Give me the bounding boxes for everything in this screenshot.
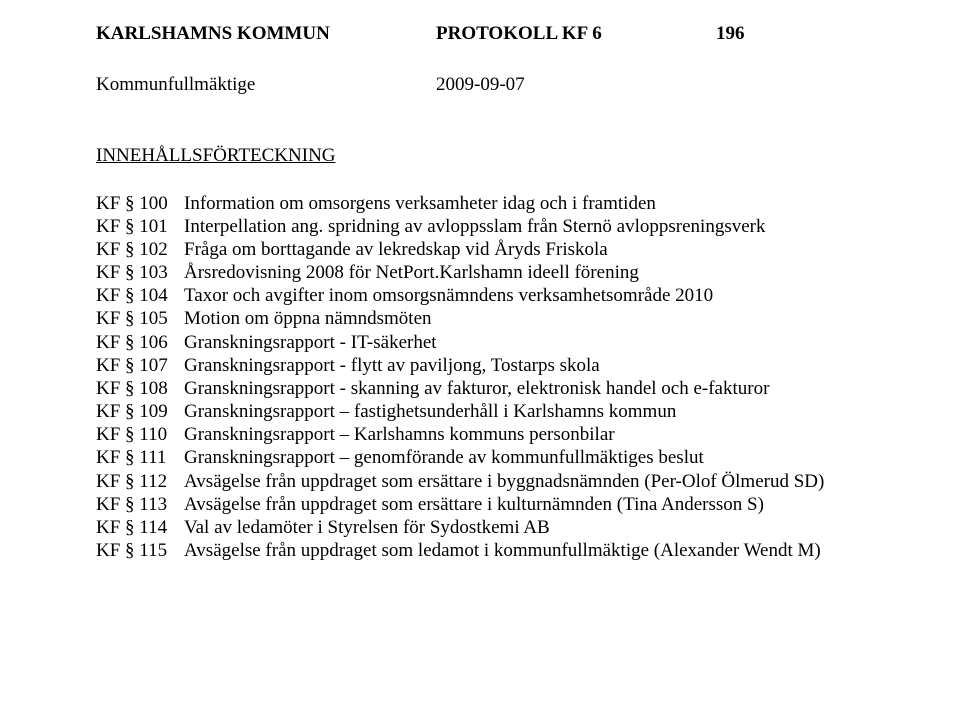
toc-key: KF § 114 bbox=[96, 516, 184, 539]
toc-text: Avsägelse från uppdraget som ersättare i… bbox=[184, 493, 864, 516]
toc-text: Interpellation ang. spridning av avlopps… bbox=[184, 215, 864, 238]
toc-row: KF § 115 Avsägelse från uppdraget som le… bbox=[96, 539, 864, 562]
toc-key: KF § 111 bbox=[96, 446, 184, 469]
toc-row: KF § 110 Granskningsrapport – Karlshamns… bbox=[96, 423, 864, 446]
header-document-id: PROTOKOLL KF 6 bbox=[436, 22, 716, 45]
toc-text: Avsägelse från uppdraget som ledamot i k… bbox=[184, 539, 864, 562]
table-of-contents: KF § 100 Information om omsorgens verksa… bbox=[96, 192, 864, 563]
document-subheader: Kommunfullmäktige 2009-09-07 bbox=[96, 73, 864, 96]
toc-row: KF § 104 Taxor och avgifter inom omsorgs… bbox=[96, 284, 864, 307]
toc-text: Granskningsrapport – fastighetsunderhåll… bbox=[184, 400, 864, 423]
document-header: KARLSHAMNS KOMMUN PROTOKOLL KF 6 196 bbox=[96, 22, 864, 45]
toc-key: KF § 104 bbox=[96, 284, 184, 307]
toc-key: KF § 105 bbox=[96, 307, 184, 330]
toc-key: KF § 102 bbox=[96, 238, 184, 261]
toc-key: KF § 103 bbox=[96, 261, 184, 284]
toc-row: KF § 101 Interpellation ang. spridning a… bbox=[96, 215, 864, 238]
page: KARLSHAMNS KOMMUN PROTOKOLL KF 6 196 Kom… bbox=[0, 0, 960, 562]
header-page-number: 196 bbox=[716, 22, 864, 45]
toc-key: KF § 101 bbox=[96, 215, 184, 238]
header-organization: KARLSHAMNS KOMMUN bbox=[96, 22, 436, 45]
toc-row: KF § 107 Granskningsrapport - flytt av p… bbox=[96, 354, 864, 377]
toc-key: KF § 112 bbox=[96, 470, 184, 493]
subheader-body: Kommunfullmäktige bbox=[96, 73, 436, 96]
toc-text: Avsägelse från uppdraget som ersättare i… bbox=[184, 470, 864, 493]
toc-text: Taxor och avgifter inom omsorgsnämndens … bbox=[184, 284, 864, 307]
toc-row: KF § 109 Granskningsrapport – fastighets… bbox=[96, 400, 864, 423]
toc-text: Årsredovisning 2008 för NetPort.Karlsham… bbox=[184, 261, 864, 284]
toc-key: KF § 109 bbox=[96, 400, 184, 423]
toc-row: KF § 111 Granskningsrapport – genomföran… bbox=[96, 446, 864, 469]
toc-row: KF § 105 Motion om öppna nämndsmöten bbox=[96, 307, 864, 330]
toc-key: KF § 115 bbox=[96, 539, 184, 562]
toc-row: KF § 100 Information om omsorgens verksa… bbox=[96, 192, 864, 215]
toc-key: KF § 110 bbox=[96, 423, 184, 446]
toc-text: Granskningsrapport - flytt av paviljong,… bbox=[184, 354, 864, 377]
toc-text: Granskningsrapport - skanning av fakturo… bbox=[184, 377, 864, 400]
toc-text: Granskningsrapport – Karlshamns kommuns … bbox=[184, 423, 864, 446]
toc-key: KF § 106 bbox=[96, 331, 184, 354]
toc-text: Granskningsrapport - IT-säkerhet bbox=[184, 331, 864, 354]
toc-text: Val av ledamöter i Styrelsen för Sydostk… bbox=[184, 516, 864, 539]
toc-text: Fråga om borttagande av lekredskap vid Å… bbox=[184, 238, 864, 261]
toc-key: KF § 100 bbox=[96, 192, 184, 215]
toc-text: Information om omsorgens verksamheter id… bbox=[184, 192, 864, 215]
toc-row: KF § 106 Granskningsrapport - IT-säkerhe… bbox=[96, 331, 864, 354]
toc-key: KF § 113 bbox=[96, 493, 184, 516]
toc-key: KF § 108 bbox=[96, 377, 184, 400]
toc-row: KF § 112 Avsägelse från uppdraget som er… bbox=[96, 470, 864, 493]
toc-text: Granskningsrapport – genomförande av kom… bbox=[184, 446, 864, 469]
toc-row: KF § 114 Val av ledamöter i Styrelsen fö… bbox=[96, 516, 864, 539]
toc-title: INNEHÅLLSFÖRTECKNING bbox=[96, 144, 864, 167]
toc-row: KF § 103 Årsredovisning 2008 för NetPort… bbox=[96, 261, 864, 284]
toc-row: KF § 113 Avsägelse från uppdraget som er… bbox=[96, 493, 864, 516]
subheader-date: 2009-09-07 bbox=[436, 73, 864, 96]
toc-key: KF § 107 bbox=[96, 354, 184, 377]
toc-row: KF § 108 Granskningsrapport - skanning a… bbox=[96, 377, 864, 400]
toc-text: Motion om öppna nämndsmöten bbox=[184, 307, 864, 330]
toc-row: KF § 102 Fråga om borttagande av lekreds… bbox=[96, 238, 864, 261]
